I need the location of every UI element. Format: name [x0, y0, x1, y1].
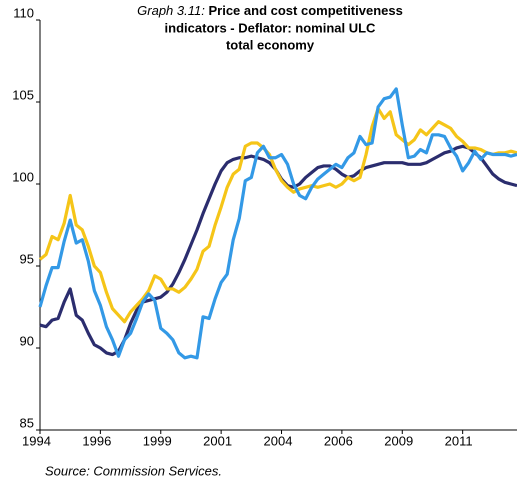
x-tick-label: 2001 [203, 433, 232, 448]
series-line [38, 106, 517, 324]
title-line: Price and cost competitiveness [208, 3, 402, 18]
y-tick-label: 90 [20, 333, 34, 348]
x-tick-label: 1996 [82, 433, 111, 448]
x-tick-label: 2004 [264, 433, 293, 448]
source-note: Source: Commission Services. [45, 463, 222, 478]
title-label: Graph 3.11: [137, 3, 205, 18]
title-line: indicators - Deflator: nominal ULC [165, 20, 377, 35]
x-tick-label: 1999 [143, 433, 172, 448]
x-tick-label: 1994 [22, 433, 51, 448]
x-tick-label: 2011 [445, 433, 473, 448]
chart-title: Graph 3.11: Price and cost competitivene… [137, 3, 403, 18]
y-tick-label: 105 [12, 87, 34, 102]
series-line [38, 87, 517, 360]
y-tick-label: 95 [20, 251, 34, 266]
y-tick-label: 100 [12, 169, 34, 184]
y-tick-label: 85 [20, 415, 34, 430]
x-tick-label: 2009 [384, 433, 413, 448]
y-tick-label: 110 [13, 5, 34, 20]
title-line: total economy [226, 37, 315, 52]
x-tick-label: 2006 [324, 433, 353, 448]
